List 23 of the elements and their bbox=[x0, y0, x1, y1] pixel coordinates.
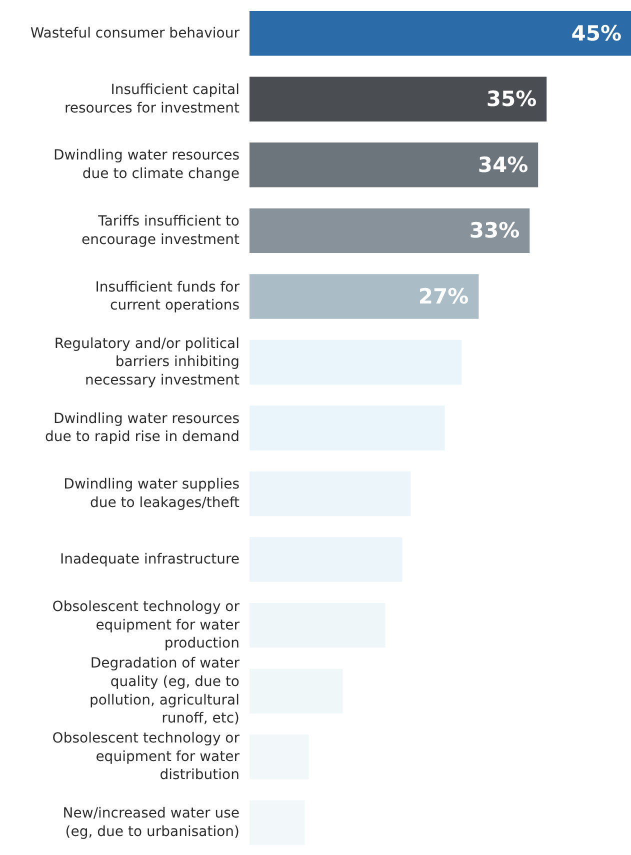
y-tick-label: Wasteful consumer behaviour bbox=[30, 25, 240, 42]
y-tick-label: Dwindling water resources due to climate change bbox=[53, 148, 240, 182]
y-tick-label: Dwindling water supplies due to leakages/theft bbox=[64, 476, 240, 511]
y-tick-label: New/increased water use (eg, due to urbanisation) bbox=[62, 805, 240, 840]
y-tick-label: Insufficient capital resources for investment bbox=[64, 82, 240, 116]
data-label: 45% bbox=[571, 21, 622, 46]
y-tick-label: Dwindling water resources due to rapid rise in demand bbox=[45, 410, 240, 446]
y-tick-label: Inadequate infrastructure bbox=[60, 552, 240, 568]
data-label: 33% bbox=[469, 218, 520, 243]
y-tick-label: Degradation of water quality (eg, due to pollution, agricultural runoff, etc) bbox=[90, 655, 240, 727]
y-tick-label: Insufficient funds for current operations bbox=[95, 279, 240, 314]
data-label: 27% bbox=[418, 284, 469, 308]
y-tick-label: Obsolescent technology or equipment for water production bbox=[52, 598, 240, 652]
y-tick-label: Regulatory and/or political barriers inhibiting necessary investment bbox=[54, 336, 240, 389]
data-label: 35% bbox=[486, 87, 537, 112]
bar bbox=[250, 274, 479, 319]
data-label: 34% bbox=[478, 152, 528, 177]
y-tick-label: Obsolescent technology or equipment for water distribution bbox=[52, 730, 240, 784]
bar bbox=[250, 142, 538, 188]
bar bbox=[250, 11, 631, 56]
bar bbox=[250, 76, 547, 122]
bar bbox=[250, 208, 530, 254]
y-tick-label: Tariffs insufficient to encourage investment bbox=[82, 213, 240, 248]
